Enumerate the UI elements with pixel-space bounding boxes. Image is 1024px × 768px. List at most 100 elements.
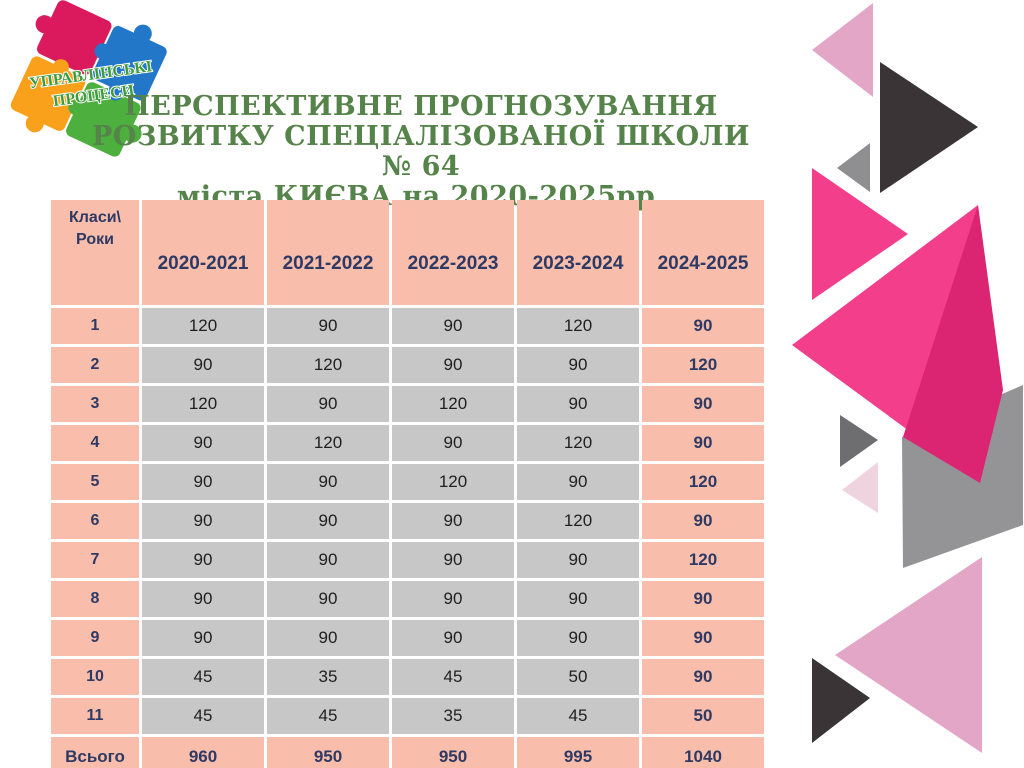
value-cell: 90: [392, 542, 514, 578]
table-row: 5 90 90 120 90 120: [51, 464, 764, 500]
value-cell: 90: [267, 503, 389, 539]
title-line-2: РОЗВИТКУ СПЕЦІАЛІЗОВАНОЇ ШКОЛИ № 64: [92, 121, 750, 182]
value-cell: 90: [267, 620, 389, 656]
value-cell: 90: [517, 386, 639, 422]
value-cell: 90: [267, 542, 389, 578]
corner-header-line1: Класи\: [68, 209, 121, 226]
value-cell: 90: [392, 308, 514, 344]
value-cell: 120: [517, 425, 639, 461]
triangle-lightpink-bottom: [835, 557, 982, 753]
value-cell: 90: [642, 620, 764, 656]
value-cell: 90: [267, 581, 389, 617]
value-cell: 45: [517, 698, 639, 734]
puzzle-knob: [25, 114, 44, 133]
value-cell: 90: [142, 425, 264, 461]
value-cell: 90: [142, 464, 264, 500]
value-cell: 120: [267, 425, 389, 461]
class-label-cell: 9: [51, 620, 139, 656]
puzzle-knob: [133, 24, 152, 43]
value-cell: 90: [517, 620, 639, 656]
table-row: 4 90 120 90 120 90: [51, 425, 764, 461]
value-cell: 50: [517, 659, 639, 695]
puzzle-knob: [107, 84, 124, 101]
value-cell: 120: [517, 503, 639, 539]
triangle-gray-small-top: [837, 143, 870, 192]
value-cell: 120: [642, 347, 764, 383]
logo-puzzle: УПРАВЛІНСЬКІ ПРОЦЕСИ: [10, 0, 167, 157]
value-cell: 1040: [642, 737, 764, 768]
value-cell: 45: [142, 659, 264, 695]
class-label-cell: 6: [51, 503, 139, 539]
value-cell: 90: [392, 347, 514, 383]
value-cell: 90: [517, 347, 639, 383]
year-column-header: 2024-2025: [642, 200, 764, 305]
triangle-palepink-small-mid: [842, 462, 878, 513]
value-cell: 120: [517, 308, 639, 344]
value-cell: 45: [392, 659, 514, 695]
value-cell: 90: [642, 659, 764, 695]
corner-header-line2: Роки: [76, 231, 114, 248]
value-cell: 90: [642, 581, 764, 617]
table-row: 7 90 90 90 90 120: [51, 542, 764, 578]
value-cell: 90: [267, 386, 389, 422]
value-cell: 120: [392, 386, 514, 422]
value-cell: 90: [642, 308, 764, 344]
class-label-cell: 2: [51, 347, 139, 383]
triangle-charcoal-bottom: [812, 658, 870, 743]
year-column-header: 2021-2022: [267, 200, 389, 305]
table-row: 3 120 90 120 90 90: [51, 386, 764, 422]
table-row: 6 90 90 90 120 90: [51, 503, 764, 539]
value-cell: 120: [142, 386, 264, 422]
forecast-table: Класи\ Роки 2020-2021 2021-2022 2022-2023 2…: [48, 197, 767, 768]
total-label-cell: Всього: [51, 737, 139, 768]
value-cell: 45: [267, 698, 389, 734]
value-cell: 90: [392, 581, 514, 617]
value-cell: 90: [142, 542, 264, 578]
table-row: 9 90 90 90 90 90: [51, 620, 764, 656]
value-cell: 45: [142, 698, 264, 734]
slide-title: ПЕРСПЕКТИВНЕ ПРОГНОЗУВАННЯ РОЗВИТКУ СПЕЦ…: [85, 92, 757, 212]
polygon-darkpink-overlay: [903, 205, 1003, 483]
total-row: Всього 960 950 950 995 1040: [51, 737, 764, 768]
table-row: 2 90 120 90 90 120: [51, 347, 764, 383]
puzzle-knob: [94, 43, 111, 60]
value-cell: 90: [517, 542, 639, 578]
value-cell: 120: [392, 464, 514, 500]
value-cell: 90: [142, 581, 264, 617]
triangle-pink-upper: [812, 168, 908, 300]
value-cell: 90: [642, 425, 764, 461]
table-header-row: Класи\ Роки 2020-2021 2021-2022 2022-2023 2…: [51, 200, 764, 305]
value-cell: 120: [142, 308, 264, 344]
class-label-cell: 4: [51, 425, 139, 461]
value-cell: 90: [642, 386, 764, 422]
value-cell: 90: [517, 581, 639, 617]
puzzle-piece-blue: [92, 26, 167, 101]
title-line-1: ПЕРСПЕКТИВНЕ ПРОГНОЗУВАННЯ: [124, 91, 718, 122]
value-cell: 90: [142, 503, 264, 539]
triangle-darkgray-small-mid: [840, 415, 878, 467]
table-row: 11 45 45 35 45 50: [51, 698, 764, 734]
value-cell: 50: [642, 698, 764, 734]
value-cell: 90: [392, 425, 514, 461]
value-cell: 995: [517, 737, 639, 768]
class-label-cell: 1: [51, 308, 139, 344]
year-column-header: 2022-2023: [392, 200, 514, 305]
puzzle-piece-yellow: [10, 56, 86, 131]
value-cell: 90: [642, 503, 764, 539]
table-row: 8 90 90 90 90 90: [51, 581, 764, 617]
puzzle-knob: [123, 124, 142, 143]
value-cell: 90: [267, 464, 389, 500]
puzzle-piece-green: [66, 82, 141, 157]
class-label-cell: 5: [51, 464, 139, 500]
value-cell: 950: [267, 737, 389, 768]
puzzle-knob: [68, 99, 85, 116]
table-row: 10 45 35 45 50 90: [51, 659, 764, 695]
value-cell: 90: [392, 620, 514, 656]
puzzle-knob: [35, 15, 54, 34]
class-label-cell: 8: [51, 581, 139, 617]
class-label-cell: 11: [51, 698, 139, 734]
class-label-cell: 10: [51, 659, 139, 695]
year-column-header: 2023-2024: [517, 200, 639, 305]
puzzle-piece-crimson: [37, 0, 112, 75]
table-container: Класи\ Роки 2020-2021 2021-2022 2022-2023 2…: [48, 197, 767, 768]
